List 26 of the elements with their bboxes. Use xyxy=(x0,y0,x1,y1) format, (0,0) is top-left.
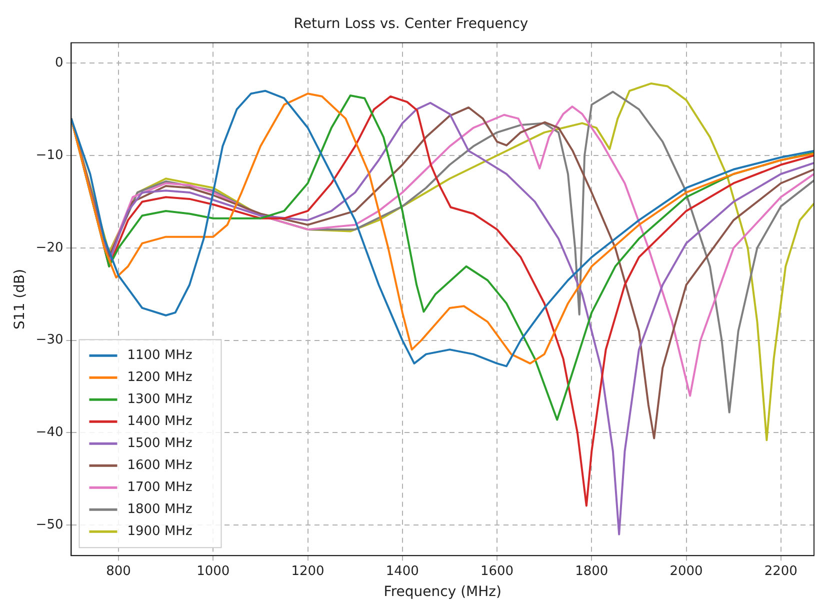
legend-label: 1900 MHz xyxy=(127,524,192,539)
legend-label: 1100 MHz xyxy=(127,348,192,363)
legend-label: 1600 MHz xyxy=(127,458,192,473)
y-tick-label: −10 xyxy=(36,148,64,163)
x-tick-label: 1200 xyxy=(291,564,324,579)
y-axis-title: S11 (dB) xyxy=(12,268,28,330)
y-tick-label: −30 xyxy=(36,332,64,348)
y-tick-label: −20 xyxy=(36,240,64,256)
legend-label: 1200 MHz xyxy=(127,370,192,385)
x-tick-label: 1000 xyxy=(196,564,230,579)
y-tick-label: −50 xyxy=(36,517,64,532)
x-tick-label: 1600 xyxy=(480,564,514,579)
legend-label: 1300 MHz xyxy=(127,392,192,407)
chart-title: Return Loss vs. Center Frequency xyxy=(294,16,528,32)
x-axis-title: Frequency (MHz) xyxy=(384,584,502,600)
legend-label: 1800 MHz xyxy=(127,502,192,517)
x-tick-label: 2000 xyxy=(670,564,703,579)
x-tick-label: 1800 xyxy=(575,564,608,579)
legend-label: 1500 MHz xyxy=(127,436,192,451)
y-tick-label: 0 xyxy=(54,56,64,70)
x-tick-label: 2200 xyxy=(764,564,798,579)
legend-label: 1700 MHz xyxy=(127,480,192,495)
y-tick-label: −40 xyxy=(36,425,64,440)
legend-label: 1400 MHz xyxy=(127,414,192,429)
x-tick-label: 1400 xyxy=(386,564,419,579)
x-tick-label: 800 xyxy=(106,564,131,579)
